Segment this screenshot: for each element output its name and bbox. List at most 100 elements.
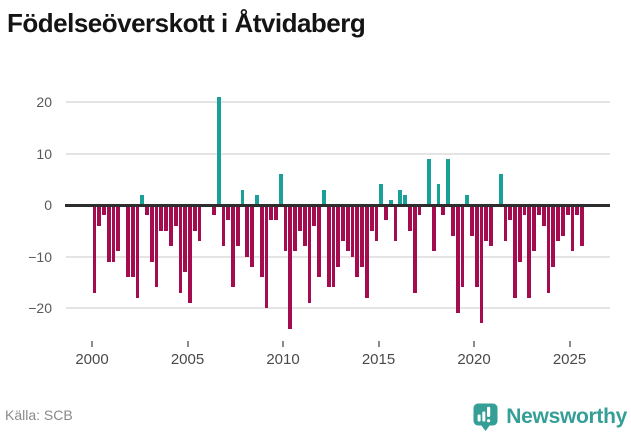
bar: [135, 205, 140, 298]
y-tick-label: 20: [36, 94, 52, 110]
bar: [398, 189, 403, 205]
bar: [441, 205, 446, 216]
brand-name: Newsworthy: [506, 405, 627, 428]
bar: [560, 205, 565, 236]
bar: [226, 205, 231, 221]
bar: [369, 205, 374, 231]
x-tick-mark: [377, 341, 380, 347]
bar: [159, 205, 164, 231]
gridline: [66, 101, 610, 103]
bar: [298, 205, 302, 231]
bar: [379, 184, 384, 205]
bar: [451, 205, 455, 236]
x-tick-label: 2000: [75, 351, 109, 368]
bar: [498, 174, 503, 205]
bar: [269, 205, 274, 221]
bar: [345, 205, 350, 252]
bar: [168, 205, 173, 247]
bar: [102, 205, 106, 216]
bar: [489, 205, 494, 247]
bar: [116, 205, 121, 252]
bar: [106, 205, 111, 262]
x-tick-mark: [186, 341, 189, 347]
bar: [575, 205, 580, 216]
bar: [164, 205, 168, 231]
bar: [570, 205, 575, 252]
bar: [388, 199, 393, 205]
bar-chart-badge-icon: [473, 403, 498, 431]
bar: [278, 174, 283, 205]
y-tick-label: 0: [44, 197, 52, 213]
bar: [470, 205, 474, 236]
bar: [355, 205, 360, 278]
bar: [183, 205, 188, 272]
x-tick-label: 2025: [552, 351, 587, 368]
bar: [321, 189, 326, 205]
bar: [364, 205, 369, 298]
bar: [283, 205, 288, 252]
y-tick-label: −20: [28, 300, 52, 316]
bar: [565, 205, 570, 216]
bar: [231, 205, 235, 288]
y-tick-label: 10: [36, 145, 52, 162]
newsworthy-logo[interactable]: Newsworthy: [473, 403, 627, 431]
bar: [97, 205, 102, 226]
x-tick-mark: [91, 341, 93, 347]
bar: [446, 158, 451, 205]
bar: [546, 205, 551, 293]
bar: [331, 205, 336, 288]
bar: [532, 205, 537, 252]
bar: [427, 158, 431, 205]
bar: [221, 205, 226, 247]
bar: [130, 205, 135, 278]
bar: [513, 205, 517, 298]
bar: [465, 194, 470, 205]
bar: [274, 205, 278, 221]
bar: [125, 205, 130, 278]
gridline: [66, 307, 610, 309]
x-tick-mark: [568, 341, 571, 347]
bar: [484, 205, 489, 242]
bar: [407, 205, 412, 231]
bar: [360, 205, 364, 267]
x-tick-label: 2010: [266, 351, 300, 368]
y-tick-label: −10: [28, 248, 52, 265]
bar: [154, 205, 159, 288]
bar: [479, 205, 484, 324]
bar: [188, 205, 192, 303]
bar: [436, 184, 441, 205]
bar: [393, 205, 398, 242]
bar: [255, 194, 259, 205]
bar: [336, 205, 341, 267]
bar: [508, 205, 513, 221]
bar: [216, 96, 221, 205]
bar: [240, 189, 245, 205]
bar: [235, 205, 240, 247]
bar: [417, 205, 422, 216]
bar: [403, 194, 407, 205]
bar: [312, 205, 317, 226]
bar: [288, 205, 293, 329]
bar: [317, 205, 321, 278]
x-tick-mark: [282, 341, 284, 347]
bar: [259, 205, 264, 278]
bar: [503, 205, 508, 242]
bar: [111, 205, 116, 262]
x-tick-label: 2005: [170, 351, 205, 368]
x-tick-label: 2015: [361, 351, 396, 368]
bar: [431, 205, 436, 252]
bar: [350, 205, 355, 257]
bar: [173, 205, 178, 226]
bar: [140, 194, 145, 205]
chart-title: Födelseöverskott i Åtvidaberg: [7, 8, 366, 38]
bar: [307, 205, 312, 303]
bar: [92, 205, 97, 293]
bar: [551, 205, 556, 267]
x-tick-mark: [473, 341, 475, 347]
bar: [460, 205, 465, 288]
gridline: [66, 152, 610, 155]
bar: [326, 205, 331, 288]
bar: [145, 205, 149, 216]
